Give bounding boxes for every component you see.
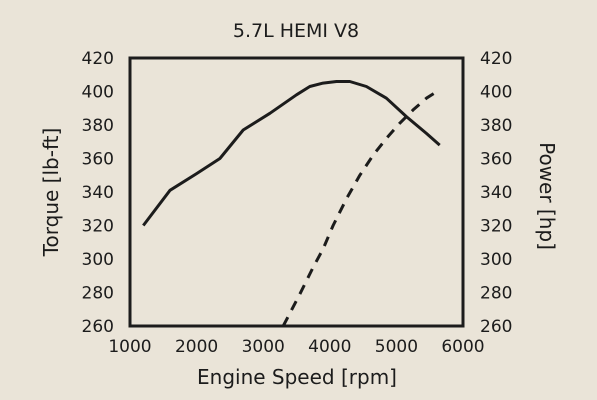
left-tick-label: 360 [82, 150, 114, 170]
left-tick-label: 420 [82, 49, 114, 69]
right-tick-label: 360 [480, 150, 512, 170]
left-tick-label: 280 [82, 284, 114, 304]
x-tick-label: 2000 [175, 337, 218, 357]
x-tick-label: 5000 [375, 337, 418, 357]
right-tick-label: 320 [480, 217, 512, 237]
left-tick-label: 300 [82, 250, 114, 270]
right-tick-label: 380 [480, 116, 512, 136]
torque-curve-line [142, 80, 441, 227]
right-tick-label: 260 [480, 317, 512, 337]
right-tick-label: 280 [480, 284, 512, 304]
power-curve-line [281, 88, 441, 327]
right-axis-label: Power [hp] [535, 142, 559, 250]
left-tick-label: 340 [82, 183, 114, 203]
left-tick-label: 320 [82, 217, 114, 237]
right-tick-label: 400 [480, 83, 512, 103]
left-axis-tick-labels: 260 280 300 320 340 360 380 400 420 [82, 49, 114, 337]
x-axis-tick-labels: 1000 2000 3000 4000 5000 6000 [108, 337, 484, 357]
x-tick-label: 6000 [441, 337, 484, 357]
x-tick-label: 3000 [242, 337, 285, 357]
left-tick-label: 260 [82, 317, 114, 337]
right-tick-label: 300 [480, 250, 512, 270]
series-layer [142, 80, 441, 327]
x-tick-label: 1000 [108, 337, 151, 357]
chart-title: 5.7L HEMI V8 [233, 20, 359, 42]
x-tick-label: 4000 [308, 337, 351, 357]
left-tick-label: 400 [82, 83, 114, 103]
right-tick-label: 420 [480, 49, 512, 69]
right-tick-label: 340 [480, 183, 512, 203]
right-axis-tick-labels: 260 280 300 320 340 360 380 400 420 [480, 49, 512, 337]
plot-frame [128, 56, 465, 328]
left-tick-label: 380 [82, 116, 114, 136]
x-axis-label: Engine Speed [rpm] [197, 365, 397, 389]
left-axis-label: Torque [lb-ft] [39, 128, 63, 258]
